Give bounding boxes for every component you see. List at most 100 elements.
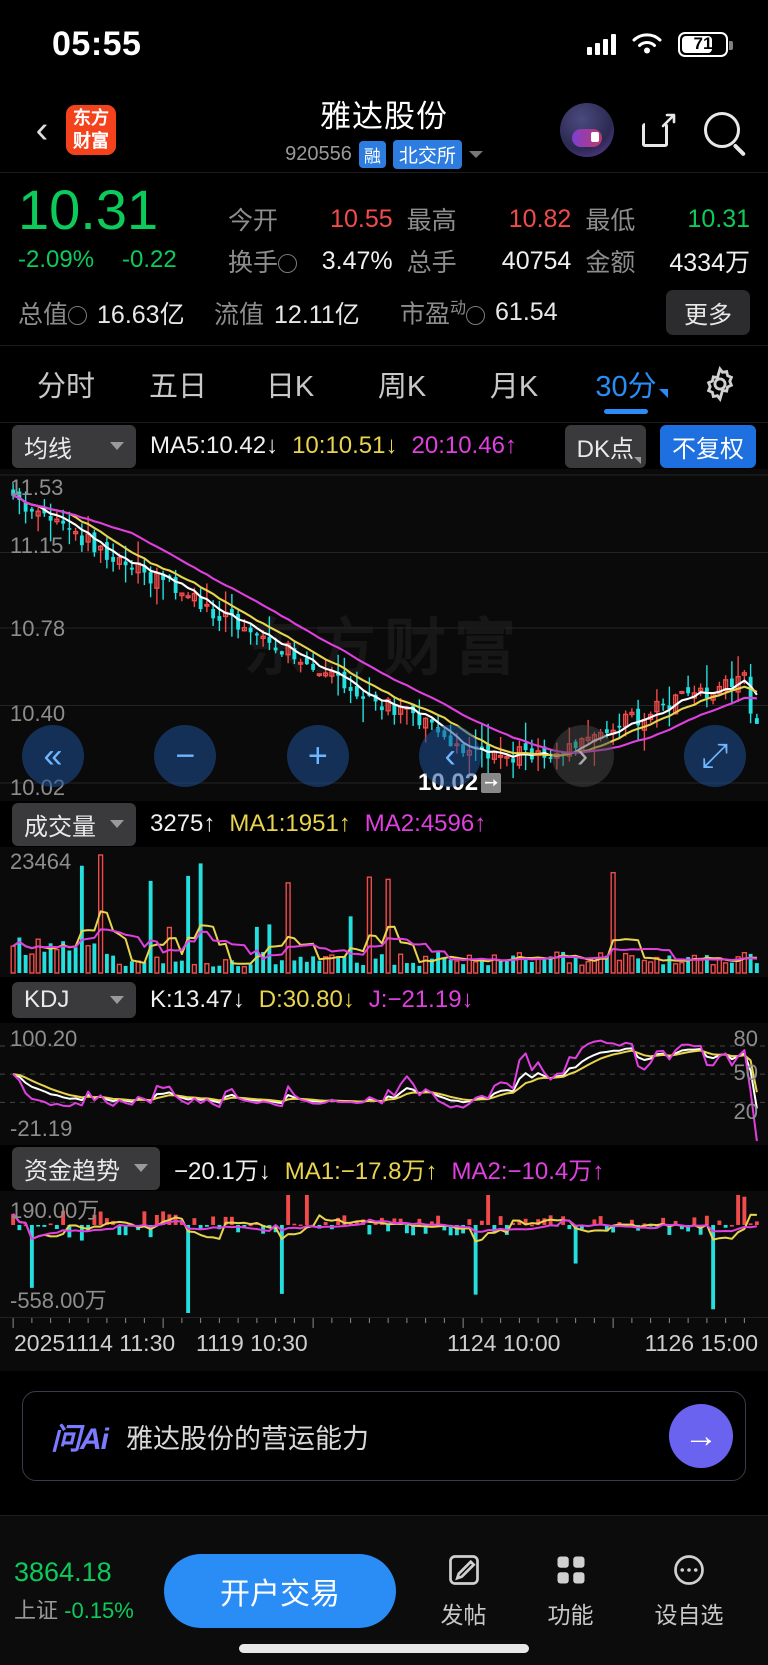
fund-value: −20.1万↓ — [174, 1157, 271, 1185]
nav-label: 发帖 — [440, 1601, 487, 1628]
volume-ma1: MA1:1951↑ — [229, 810, 351, 837]
chevron-down-icon — [110, 820, 124, 828]
index-value: 3864.18 — [14, 1556, 112, 1587]
ma-indicator-bar: 均线 MA5:10.42↓ 10:10.51↓ 20:10.46↑ DK点 不复… — [0, 423, 768, 469]
share-icon[interactable] — [642, 113, 676, 147]
arrow-right-icon[interactable]: → — [669, 1404, 733, 1468]
fund-ma2: MA2:−10.4万↑ — [451, 1157, 605, 1185]
tab-yuek[interactable]: 月K — [489, 371, 539, 403]
bottom-nav: 发帖 功能 设自选 — [396, 1552, 754, 1630]
battery-icon: 71 — [678, 31, 733, 57]
tab-zhouk[interactable]: 周K — [377, 371, 427, 403]
quote-pe: 市盈动 61.54 — [400, 297, 558, 329]
info-icon[interactable] — [278, 254, 298, 273]
kdj-indicator-bar: KDJ K:13.47↓ D:30.80↓ J:−21.19↓ — [0, 977, 768, 1023]
volume-indicator-bar: 成交量 3275↑ MA1:1951↑ MA2:4596↑ — [0, 801, 768, 847]
ai-suggestion-text: 雅达股份的营运能力 — [126, 1423, 369, 1454]
chevron-down-icon — [110, 996, 124, 1004]
period-tab-bar: 分时 五日 日K 周K 月K 30分 — [0, 345, 768, 423]
more-icon — [674, 1554, 704, 1585]
expand-button[interactable]: ⤢ — [683, 725, 746, 787]
status-indicators: 71 — [587, 31, 733, 57]
quote-row-3: 总值 16.63亿 流值 12.11亿 市盈动 61.54 更多 — [18, 290, 750, 335]
app-header: ‹ 东方 财富 雅达股份 920556 融 北交所 — [0, 88, 768, 172]
volume-chart[interactable]: 23464 — [0, 847, 768, 977]
chevron-down-icon — [468, 151, 483, 158]
volume-indicator-selector[interactable]: 成交量 — [12, 802, 136, 846]
tab-wuri[interactable]: 五日 — [148, 371, 207, 403]
nav-function[interactable]: 功能 — [548, 1552, 594, 1630]
chevron-down-icon — [134, 1164, 148, 1172]
ma10-value: 10:10.51↓ — [292, 432, 398, 459]
chart-controls: « − + ‹ › ⤢ — [0, 725, 768, 787]
next-button[interactable]: › — [551, 725, 614, 787]
quote-marketcap: 总值 16.63亿 — [18, 300, 185, 329]
kdj-d: D:30.80↓ — [258, 986, 355, 1013]
date-label: 1126 15:00 — [644, 1330, 758, 1356]
nav-label: 设自选 — [654, 1601, 724, 1628]
bottom-bar: 3864.18 上证 -0.15% 开户交易 发帖 功能 设自选 — [0, 1515, 768, 1665]
kdj-indicator-selector[interactable]: KDJ — [12, 982, 136, 1018]
market-tag: 北交所 — [392, 140, 462, 169]
ai-search-bar[interactable]: 问Ai 雅达股份的营运能力 → — [22, 1391, 746, 1481]
quote-low: 最低 10.31 — [585, 204, 750, 236]
battery-percent: 71 — [693, 34, 713, 53]
gear-icon[interactable] — [682, 365, 758, 403]
tab-rik[interactable]: 日K — [265, 371, 315, 403]
fund-chart[interactable]: 190.00万 -558.00万 — [0, 1191, 768, 1317]
ma20-value: 20:10.46↑ — [411, 432, 517, 459]
tab-30min[interactable]: 30分 — [570, 346, 682, 422]
rewind-button[interactable]: « — [22, 725, 84, 787]
change-value: -0.22 — [122, 245, 177, 273]
home-indicator — [239, 1644, 529, 1653]
prev-button[interactable]: ‹ — [419, 725, 482, 787]
quote-open: 今开 10.55 — [228, 204, 393, 236]
nav-watchlist[interactable]: 设自选 — [655, 1552, 724, 1630]
ai-logo: 问Ai — [51, 1423, 109, 1456]
price-chart[interactable]: 东方财富 11.53 11.15 10.78 10.40 10.02 10.02… — [0, 469, 768, 801]
dk-point-button[interactable]: DK点 — [564, 424, 646, 468]
zoom-in-button[interactable]: + — [286, 725, 349, 787]
fund-indicator-bar: 资金趋势 −20.1万↓ MA1:−17.8万↑ MA2:−10.4万↑ — [0, 1145, 768, 1191]
quote-panel: 10.31 -2.09% -0.22 今开 10.55 最高 10.82 最低 … — [0, 172, 768, 345]
margin-tag: 融 — [358, 141, 386, 168]
volume-value: 3275↑ — [150, 810, 216, 837]
ai-bar-wrap: 问Ai 雅达股份的营运能力 → — [0, 1371, 768, 1497]
date-label: 1124 10:00 — [447, 1330, 561, 1356]
ma5-value: MA5:10.42↓ — [150, 432, 279, 459]
tab-fenshi[interactable]: 分时 — [36, 371, 95, 403]
chevron-down-icon — [110, 442, 124, 450]
info-icon[interactable] — [466, 305, 486, 325]
adjust-button[interactable]: 不复权 — [660, 424, 756, 468]
kdj-k: K:13.47↓ — [150, 986, 245, 1013]
stock-code: 920556 — [285, 143, 352, 165]
grid-icon — [557, 1556, 584, 1583]
index-change: -0.15% — [64, 1597, 134, 1623]
more-button[interactable]: 更多 — [666, 290, 750, 335]
kdj-chart[interactable]: 100.20 -21.19 80 50 20 — [0, 1023, 768, 1145]
zoom-out-button[interactable]: − — [154, 725, 217, 787]
change-percent: -2.09% — [18, 245, 95, 273]
date-axis: 20251114 11:30 1119 10:30 1124 10:00 112… — [0, 1317, 768, 1371]
fund-ma1: MA1:−17.8万↑ — [284, 1157, 438, 1185]
ma-indicator-selector[interactable]: 均线 — [12, 424, 136, 468]
quote-amount: 金额 4334万 — [585, 249, 750, 277]
current-price: 10.31 — [18, 178, 159, 241]
avatar-icon[interactable] — [560, 103, 614, 157]
search-icon[interactable] — [704, 112, 740, 148]
back-button[interactable]: ‹ — [35, 109, 49, 151]
pencil-icon — [448, 1554, 479, 1585]
index-widget[interactable]: 3864.18 上证 -0.15% — [14, 1557, 164, 1625]
arrow-right-icon: ➙ — [481, 773, 502, 793]
info-icon[interactable] — [68, 305, 88, 325]
open-account-button[interactable]: 开户交易 — [164, 1553, 396, 1628]
wifi-icon — [632, 32, 662, 53]
fund-indicator-selector[interactable]: 资金趋势 — [12, 1146, 160, 1190]
signal-icon — [587, 33, 616, 55]
date-label: 20251114 11:30 — [14, 1330, 176, 1356]
brand-logo[interactable]: 东方 财富 — [66, 105, 116, 155]
volume-ma2: MA2:4596↑ — [364, 810, 487, 837]
date-label: 1119 10:30 — [196, 1330, 308, 1356]
quote-grid: 今开 10.55 最高 10.82 最低 10.31 换手 3.47% 总手 4… — [214, 198, 750, 282]
nav-post[interactable]: 发帖 — [441, 1552, 487, 1630]
